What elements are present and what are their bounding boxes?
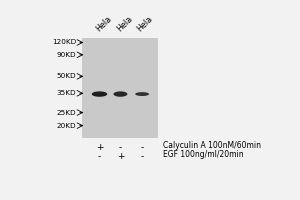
Text: -: - (119, 143, 122, 152)
Text: 120KD: 120KD (52, 39, 76, 45)
Text: Hela: Hela (136, 14, 155, 33)
Text: 25KD: 25KD (57, 110, 76, 116)
Text: -: - (98, 152, 101, 161)
Text: 90KD: 90KD (57, 52, 76, 58)
Text: Calyculin A 100nM/60min: Calyculin A 100nM/60min (163, 141, 261, 150)
Text: 20KD: 20KD (57, 123, 76, 129)
Text: -: - (140, 143, 144, 152)
Text: 35KD: 35KD (57, 90, 76, 96)
Ellipse shape (113, 91, 128, 97)
Text: Hela: Hela (115, 14, 134, 33)
Bar (82, 38, 158, 138)
Text: Hela: Hela (95, 14, 114, 33)
Text: -: - (140, 152, 144, 161)
Text: +: + (117, 152, 124, 161)
Text: EGF 100ng/ml/20min: EGF 100ng/ml/20min (163, 150, 244, 159)
Ellipse shape (92, 91, 107, 97)
Ellipse shape (135, 92, 149, 96)
Text: +: + (96, 143, 103, 152)
Text: 50KD: 50KD (57, 73, 76, 79)
